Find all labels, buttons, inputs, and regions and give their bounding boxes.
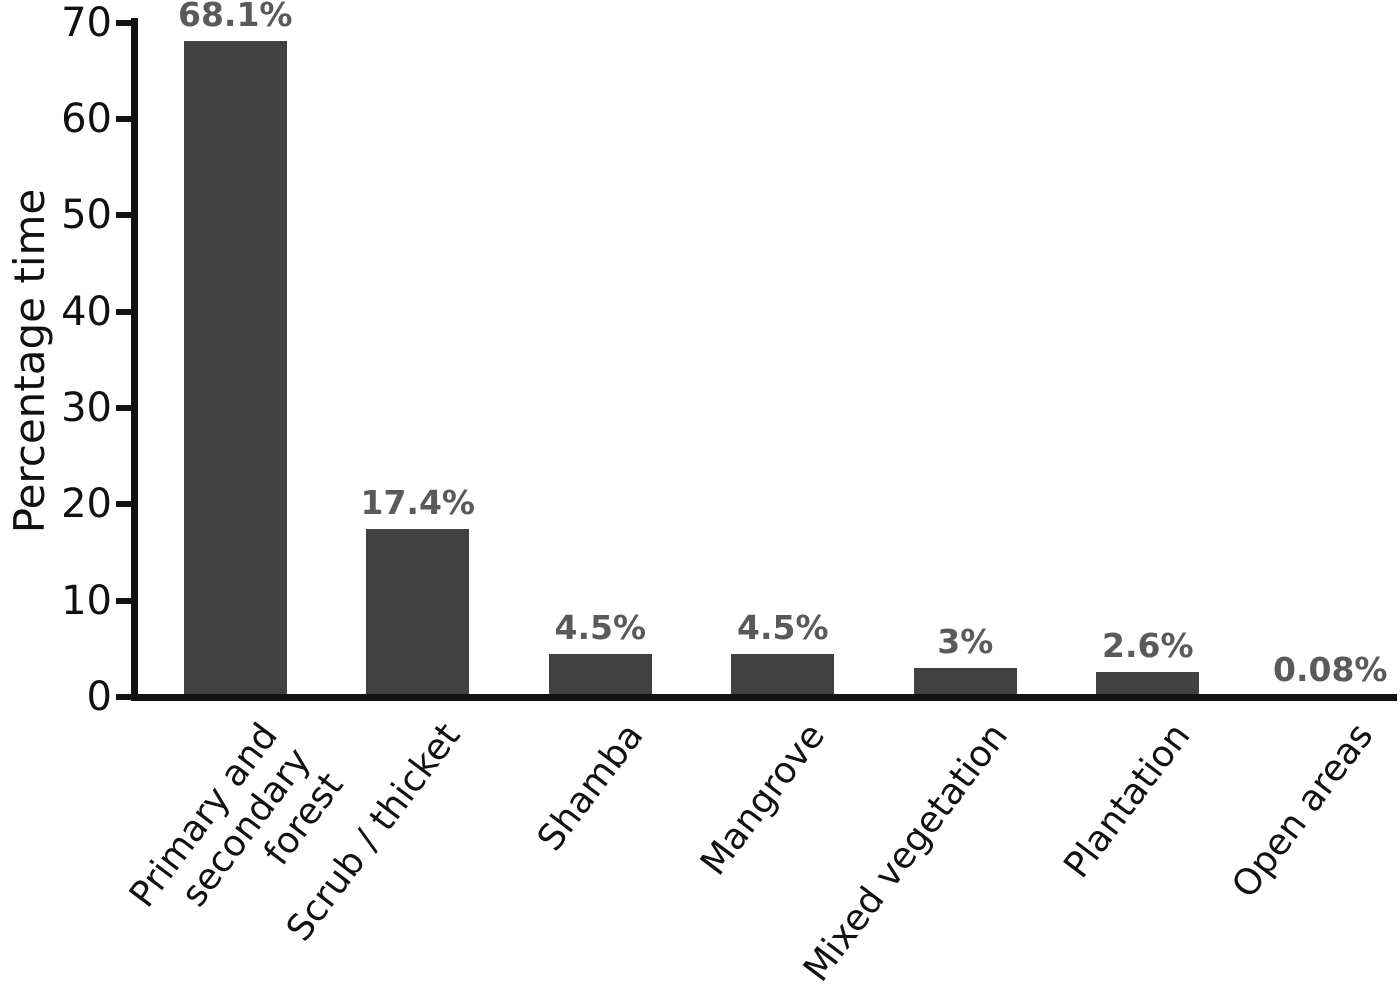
y-tick-mark bbox=[116, 501, 131, 508]
bar-value-label: 0.08% bbox=[1273, 650, 1388, 690]
x-tick-label: Mangrove bbox=[693, 716, 834, 884]
bar bbox=[366, 529, 470, 701]
y-tick-mark bbox=[116, 212, 131, 219]
x-tick-label: Primary and secondary forest bbox=[121, 716, 352, 916]
bar-value-label: 68.1% bbox=[178, 0, 293, 34]
x-tick-label: Shamba bbox=[529, 716, 651, 859]
bar-value-label: 4.5% bbox=[554, 607, 647, 647]
x-tick-label: Plantation bbox=[1056, 716, 1199, 886]
y-tick-mark bbox=[116, 597, 131, 604]
y-tick-mark bbox=[116, 115, 131, 122]
y-tick-mark bbox=[116, 19, 131, 26]
y-tick-label: 60 bbox=[61, 95, 112, 142]
y-tick-label: 40 bbox=[61, 288, 112, 335]
bar bbox=[731, 653, 835, 701]
y-tick-label: 10 bbox=[61, 577, 112, 624]
bar-value-label: 4.5% bbox=[736, 607, 829, 647]
x-axis-line bbox=[131, 694, 1397, 701]
bar-value-label: 3% bbox=[937, 622, 994, 662]
x-tick-label: Mixed vegetation bbox=[795, 716, 1016, 987]
bar bbox=[183, 40, 287, 701]
y-tick-mark bbox=[116, 308, 131, 315]
y-tick-label: 70 bbox=[61, 0, 112, 46]
y-tick-mark bbox=[116, 404, 131, 411]
x-tick-label: Open areas bbox=[1223, 716, 1381, 906]
y-tick-label: 30 bbox=[61, 384, 112, 431]
y-tick-label: 0 bbox=[86, 674, 112, 720]
bar-value-label: 17.4% bbox=[360, 483, 476, 523]
y-tick-mark bbox=[116, 694, 131, 700]
y-axis-line bbox=[131, 18, 138, 701]
bar-value-label: 2.6% bbox=[1101, 625, 1194, 665]
y-tick-label: 20 bbox=[61, 481, 112, 528]
y-tick-label: 50 bbox=[61, 192, 112, 239]
bar bbox=[548, 653, 652, 701]
